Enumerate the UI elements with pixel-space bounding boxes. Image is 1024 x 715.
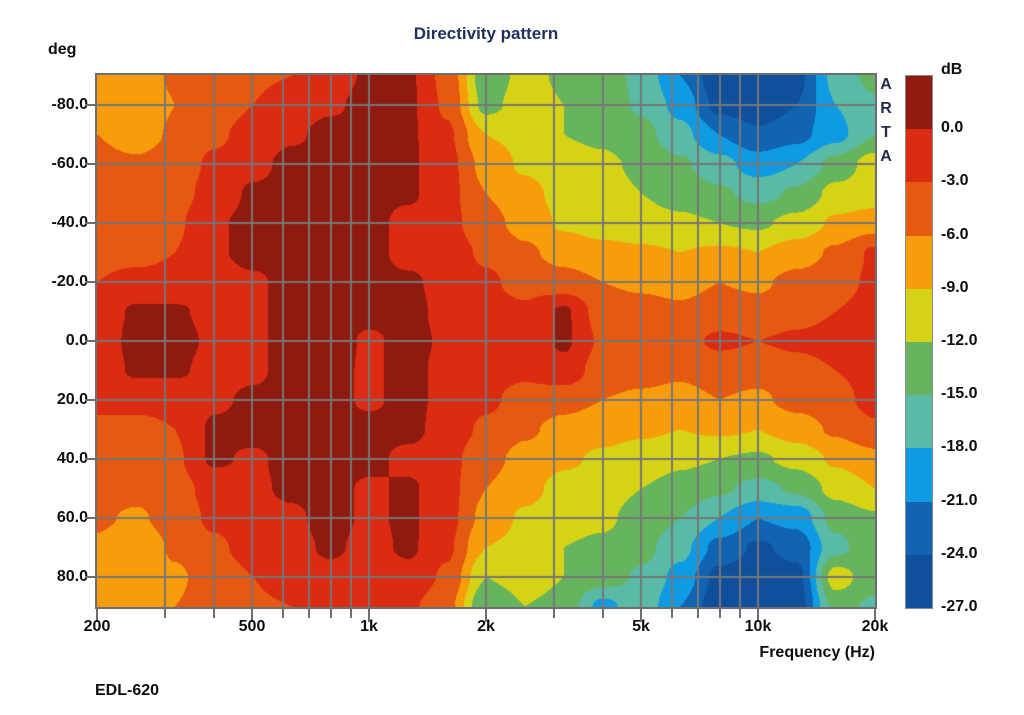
colorbar-tick-label: -21.0 — [941, 491, 978, 509]
x-tickmark — [757, 609, 759, 622]
watermark-letter: A — [880, 76, 892, 93]
x-tickmark — [640, 609, 642, 622]
colorbar-tick-label: -9.0 — [941, 278, 969, 296]
watermark-letter: R — [880, 100, 892, 117]
y-tick-label: 60.0 — [56, 509, 88, 527]
x-tickmark — [308, 609, 310, 618]
x-tickmark — [553, 609, 555, 618]
x-tickmark — [485, 609, 487, 622]
colorbar-segment — [906, 341, 932, 396]
y-tickmark — [85, 280, 97, 283]
y-tick-label: 20.0 — [56, 391, 88, 409]
colorbar-tick-label: 0.0 — [941, 119, 964, 137]
colorbar-segment — [906, 448, 932, 502]
x-tick-label: 200 — [83, 618, 111, 635]
colorbar-segment — [906, 182, 932, 236]
x-tickmark — [719, 609, 721, 618]
colorbar-segment — [906, 235, 932, 289]
footer-label: EDL-620 — [95, 682, 160, 699]
x-tickmark — [213, 609, 215, 618]
page-title: Directivity pattern — [413, 24, 559, 43]
y-tick-label: -40.0 — [51, 213, 88, 231]
x-tickmark — [96, 609, 98, 622]
x-tickmark — [251, 609, 253, 622]
y-tickmark — [85, 458, 97, 461]
colorbar — [905, 75, 933, 609]
y-tickmark — [85, 221, 97, 224]
y-tickmark — [85, 517, 97, 520]
colorbar-tick-label: -18.0 — [941, 438, 978, 456]
heatmap-canvas — [97, 75, 875, 607]
plot-area — [95, 73, 877, 609]
x-tickmark — [282, 609, 284, 618]
y-tick-label: -60.0 — [51, 154, 88, 172]
colorbar-segment — [906, 501, 932, 555]
colorbar-tick-label: -3.0 — [941, 172, 969, 190]
y-tick-label: 0.0 — [65, 332, 88, 349]
x-tickmark — [697, 609, 699, 618]
y-tickmark — [85, 399, 97, 402]
colorbar-unit-label: dB — [941, 61, 963, 78]
x-tickmark — [368, 609, 370, 622]
x-tick-label: 10k — [744, 618, 772, 635]
y-tick-label: -20.0 — [51, 272, 88, 290]
x-tickmark — [671, 609, 673, 618]
colorbar-tick-label: -24.0 — [941, 544, 978, 562]
colorbar-tick-label: -27.0 — [941, 598, 978, 615]
y-tickmark — [85, 162, 97, 165]
colorbar-tick-label: -12.0 — [941, 332, 978, 349]
x-tickmark — [739, 609, 741, 618]
y-tick-label: 40.0 — [56, 450, 88, 468]
colorbar-tick-label: -15.0 — [941, 385, 978, 403]
colorbar-tick-label: -6.0 — [941, 225, 969, 243]
x-tickmark — [350, 609, 352, 618]
y-tickmark — [85, 576, 97, 579]
colorbar-segment — [906, 395, 932, 449]
watermark-letter: T — [881, 124, 891, 141]
x-tickmark — [602, 609, 604, 618]
y-tick-label: -80.0 — [51, 95, 88, 113]
x-tick-label: 1k — [360, 618, 378, 635]
x-tick-label: 2k — [477, 618, 495, 635]
y-tickmark — [85, 103, 97, 106]
colorbar-segment — [906, 554, 932, 608]
y-axis-unit-label: deg — [48, 41, 77, 58]
y-tickmark — [85, 340, 97, 342]
x-tick-label: 5k — [632, 618, 650, 635]
watermark-letter: A — [880, 148, 892, 165]
x-tickmark — [164, 609, 166, 618]
colorbar-segment — [906, 288, 932, 342]
colorbar-segment — [906, 76, 932, 130]
colorbar-segment — [906, 129, 932, 183]
x-axis-title: Frequency (Hz) — [759, 644, 875, 661]
x-tick-label: 20k — [861, 618, 889, 635]
x-tickmark — [330, 609, 332, 618]
x-tick-label: 500 — [238, 618, 266, 635]
y-tick-label: 80.0 — [56, 568, 88, 586]
x-tickmark — [874, 609, 876, 622]
